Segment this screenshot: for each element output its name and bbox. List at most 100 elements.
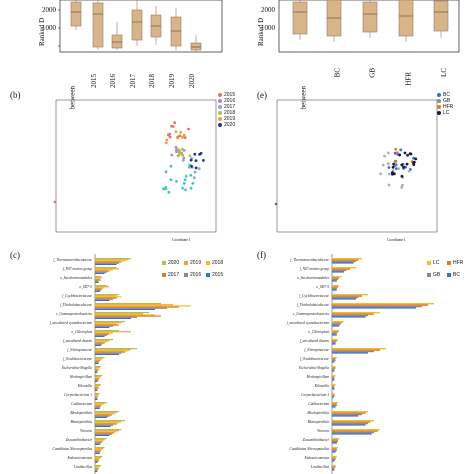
taxon-label: f_uncultured diatom	[62, 339, 92, 343]
bar-2018	[95, 368, 99, 370]
pcoa-b-point-2020	[189, 158, 193, 162]
bar-2017	[95, 432, 115, 434]
bar-HFR	[332, 286, 338, 288]
pcoa-b-point-teal	[189, 186, 193, 190]
bar-2018	[95, 269, 113, 271]
bar-LC	[332, 303, 434, 305]
pcoa-b-point-2017	[192, 176, 196, 180]
bar-2019	[95, 313, 143, 315]
bar-HFR	[332, 313, 374, 315]
taxon-label: Zeaxanthinibacter	[302, 438, 329, 442]
taxon-label: Woeseia	[317, 429, 329, 433]
taxon-label: Blastopirellula	[307, 420, 329, 424]
bar-GB	[332, 458, 336, 461]
legend-item-2016: 2016	[218, 98, 235, 104]
box-2015	[92, 0, 104, 50]
bar-GB	[332, 404, 337, 407]
bar-GB	[332, 431, 374, 434]
pcoa-e-point-outlier	[274, 202, 278, 206]
bar-GB	[332, 467, 335, 470]
bar-2020	[95, 375, 103, 377]
bar-2020	[95, 294, 119, 296]
panel-b-scatter	[53, 99, 217, 233]
taxon-label: f_uncultured diatom	[299, 339, 329, 343]
pcoa-e-point-LC	[400, 174, 404, 178]
pcoa-b-point-2016	[182, 156, 186, 160]
legend-dot-GB	[437, 99, 441, 103]
bar-2016	[95, 397, 98, 399]
pcoa-b-point-teal	[169, 178, 173, 181]
panel-f: (f) f_Thermonaerobaculaceae f_NS7 marine …	[237, 248, 474, 474]
bar-2017	[95, 297, 117, 299]
bar-2015	[95, 344, 101, 346]
bar-BC	[332, 379, 335, 381]
bar-LC	[332, 258, 362, 260]
bar-2015	[95, 470, 98, 472]
bar-2018	[95, 305, 191, 307]
bar-2016	[95, 442, 101, 444]
taxon-label: o_SD7-5	[316, 285, 329, 289]
pcoa-e-point-HFR	[394, 147, 398, 151]
pcoa-e-point-GB	[387, 172, 391, 176]
pcoa-b-point-2019	[164, 141, 168, 145]
legend-c-sq-2018	[206, 261, 210, 265]
bar-2018	[95, 260, 125, 262]
bar-BC	[332, 316, 366, 318]
bar-HFR	[332, 403, 337, 405]
bar-2016	[95, 316, 137, 318]
bar-LC	[332, 375, 336, 377]
bar-2019	[95, 322, 122, 324]
bar-2019	[95, 349, 131, 351]
bar-BC	[332, 388, 335, 390]
bar-2017	[95, 405, 101, 407]
pcoa-b-point-2015	[167, 133, 170, 137]
taxon-label: f_Cyclobacteriaceae	[299, 294, 329, 298]
bar-2020	[95, 465, 101, 467]
pcoa-e-point-HFR	[395, 151, 399, 154]
taxon-label: f_Oxalobacteraceae	[62, 357, 92, 361]
pcoa-b-point-2015	[187, 127, 190, 131]
legend-item-2018: 2018	[218, 110, 235, 116]
pcoa-e-point-GB	[387, 162, 390, 166]
bar-2019	[95, 385, 100, 387]
bar-2017	[95, 423, 117, 425]
bar-BC	[332, 469, 335, 471]
bar-LC	[332, 447, 338, 449]
bar-2015	[95, 407, 100, 409]
legend-c-2018: 2018	[206, 260, 228, 266]
pcoa-b-point-2020	[199, 151, 203, 155]
bar-2020	[95, 267, 117, 269]
bar-HFR	[332, 466, 336, 468]
bar-BC	[332, 289, 337, 291]
bar-2016	[95, 451, 100, 453]
bar-2020	[95, 420, 125, 422]
bar-2016	[95, 370, 98, 372]
panel-a-plot	[58, 0, 223, 53]
bar-2017	[95, 468, 99, 470]
bar-2016	[95, 424, 113, 426]
bar-GB	[332, 395, 335, 398]
taxon-label: o_SD7-5	[79, 285, 92, 289]
bar-HFR	[332, 421, 371, 423]
pcoa-b-point-teal	[191, 181, 195, 185]
box-2018	[150, 6, 162, 45]
box-between	[70, 0, 82, 30]
pcoa-e-point-BC	[412, 156, 415, 160]
pcoa-e-point-LC	[412, 163, 416, 166]
bar-GB	[332, 350, 374, 353]
bar-2017	[95, 306, 179, 308]
bar-2019	[95, 277, 103, 279]
bar-2016	[95, 433, 112, 435]
pcoa-e-point-LC	[406, 153, 409, 157]
pcoa-b-point-2020	[202, 159, 205, 162]
legend-dot-2020	[218, 123, 222, 127]
legend-item-BC: BC	[437, 92, 453, 98]
pcoa-b-point-2017	[181, 158, 185, 162]
taxon-label: f_Nitrospinaceae	[304, 348, 329, 352]
panel-f-legend: LC HFR GB BC	[427, 260, 467, 278]
bar-2017	[95, 414, 112, 416]
bar-2018	[95, 395, 99, 397]
pcoa-b-point-2018	[176, 154, 180, 158]
bar-BC	[332, 397, 334, 399]
bar-2017	[95, 315, 161, 317]
